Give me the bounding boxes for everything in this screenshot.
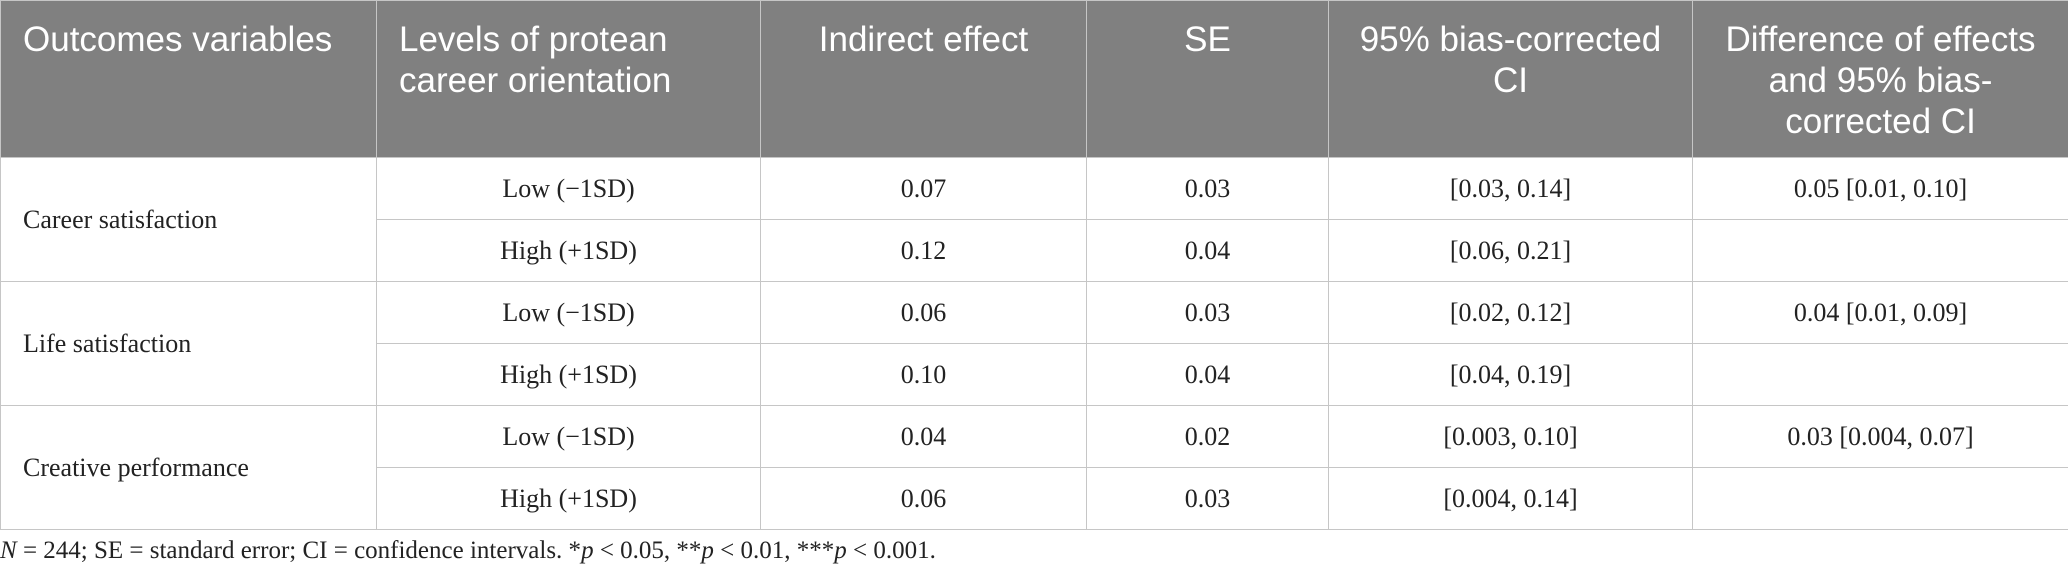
- level-cell: Low (−1SD): [376, 157, 761, 220]
- level-cell: High (+1SD): [376, 343, 761, 406]
- footnote-p-symbol: p: [834, 537, 847, 564]
- se-cell: 0.04: [1086, 219, 1329, 282]
- results-table: Outcomes variables Levels of protean car…: [0, 0, 2068, 530]
- header-se: SE: [1086, 0, 1329, 158]
- indirect-effect-cell: 0.06: [760, 467, 1087, 530]
- difference-cell: [1692, 343, 2068, 406]
- level-cell: Low (−1SD): [376, 405, 761, 468]
- footnote-text: = 244; SE = standard error; CI = confide…: [16, 537, 582, 564]
- indirect-effect-cell: 0.12: [760, 219, 1087, 282]
- ci-cell: [0.003, 0.10]: [1328, 405, 1693, 468]
- outcome-cell: Career satisfaction: [0, 157, 377, 282]
- footnote-text: < 0.001.: [846, 537, 936, 564]
- difference-cell: 0.03 [0.004, 0.07]: [1692, 405, 2068, 468]
- table-row: High (+1SD) 0.06 0.03 [0.004, 0.14]: [1, 467, 2068, 530]
- footnote-text: < 0.05, **: [593, 537, 702, 564]
- indirect-effect-cell: 0.10: [760, 343, 1087, 406]
- se-cell: 0.03: [1086, 281, 1329, 344]
- table-row: High (+1SD) 0.12 0.04 [0.06, 0.21]: [1, 219, 2068, 282]
- indirect-effect-cell: 0.04: [760, 405, 1087, 468]
- footnote-text: < 0.01, ***: [713, 537, 835, 564]
- outcome-cell: Creative performance: [0, 405, 377, 530]
- table-footnote: N = 244; SE = standard error; CI = confi…: [0, 537, 936, 565]
- level-cell: Low (−1SD): [376, 281, 761, 344]
- se-cell: 0.03: [1086, 467, 1329, 530]
- table-row: Life satisfaction Low (−1SD) 0.06 0.03 […: [0, 281, 2068, 406]
- se-cell: 0.04: [1086, 343, 1329, 406]
- ci-cell: [0.02, 0.12]: [1328, 281, 1693, 344]
- header-outcomes: Outcomes variables: [0, 0, 377, 158]
- level-cell: High (+1SD): [376, 467, 761, 530]
- ci-cell: [0.03, 0.14]: [1328, 157, 1693, 220]
- header-row: Outcomes variables Levels of protean car…: [0, 0, 2068, 158]
- footnote-p-symbol: p: [701, 537, 714, 564]
- header-difference: Difference of effects and 95% bias-corre…: [1692, 0, 2068, 158]
- header-indirect-effect: Indirect effect: [760, 0, 1087, 158]
- se-cell: 0.02: [1086, 405, 1329, 468]
- difference-cell: [1692, 467, 2068, 530]
- difference-cell: 0.04 [0.01, 0.09]: [1692, 281, 2068, 344]
- ci-cell: [0.06, 0.21]: [1328, 219, 1693, 282]
- footnote-n-label: N: [0, 537, 17, 564]
- table-row: Creative performance Low (−1SD) 0.04 0.0…: [0, 405, 2068, 530]
- header-ci: 95% bias-corrected CI: [1328, 0, 1693, 158]
- level-cell: High (+1SD): [376, 219, 761, 282]
- difference-cell: [1692, 219, 2068, 282]
- difference-cell: 0.05 [0.01, 0.10]: [1692, 157, 2068, 220]
- ci-cell: [0.04, 0.19]: [1328, 343, 1693, 406]
- outcome-cell: Life satisfaction: [0, 281, 377, 406]
- footnote-p-symbol: p: [581, 537, 594, 564]
- indirect-effect-cell: 0.06: [760, 281, 1087, 344]
- table-row: Career satisfaction Low (−1SD) 0.07 0.03…: [0, 157, 2068, 282]
- indirect-effect-cell: 0.07: [760, 157, 1087, 220]
- header-levels: Levels of protean career orientation: [376, 0, 761, 158]
- se-cell: 0.03: [1086, 157, 1329, 220]
- ci-cell: [0.004, 0.14]: [1328, 467, 1693, 530]
